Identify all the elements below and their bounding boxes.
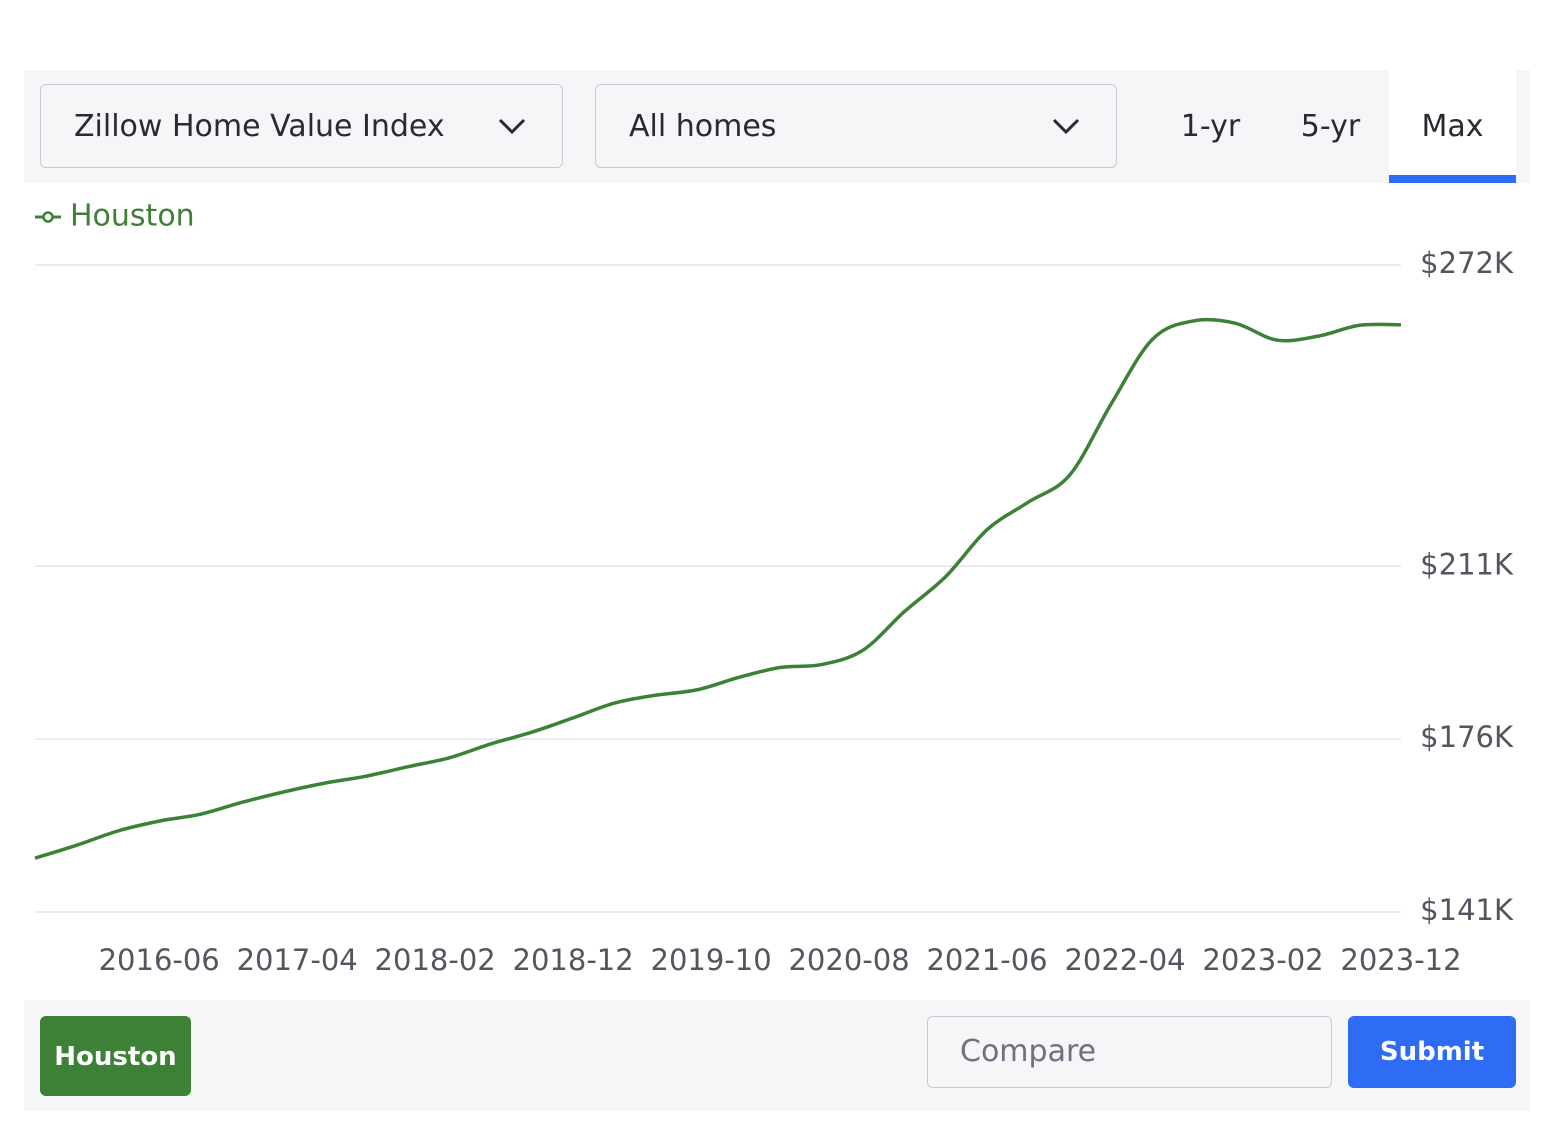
x-tick-label: 2020-08 <box>788 943 909 977</box>
x-tick-label: 2023-12 <box>1340 943 1461 977</box>
x-tick-label: 2016-06 <box>99 943 220 977</box>
chevron <box>1052 118 1080 135</box>
submit-button[interactable]: Submit <box>1348 1016 1516 1088</box>
y-tick-label: $211K <box>1420 547 1514 581</box>
x-tick-label: 2021-06 <box>926 943 1047 977</box>
x-tick-label: 2019-10 <box>651 943 772 977</box>
home-type-dropdown[interactable]: All homes <box>595 84 1117 168</box>
range-tab-active[interactable]: Max <box>1389 70 1516 183</box>
y-tick-label: $272K <box>1420 246 1514 280</box>
x-tick-label: 2023-02 <box>1202 943 1323 977</box>
dropdown-label: All homes <box>629 109 777 144</box>
chevron <box>498 118 526 135</box>
compare-input[interactable]: Compare <box>927 1016 1332 1088</box>
range-tab[interactable]: 1-yr <box>1180 109 1241 144</box>
metric-dropdown[interactable]: Zillow Home Value Index <box>40 84 563 168</box>
range-tab[interactable]: 5-yr <box>1300 109 1361 144</box>
series-line <box>34 317 1402 860</box>
x-tick-label: 2017-04 <box>237 943 358 977</box>
y-tick-label: $176K <box>1420 720 1514 754</box>
x-tick-label: 2018-12 <box>513 943 634 977</box>
location-chip[interactable]: Houston <box>40 1016 191 1096</box>
legend-label: Houston <box>70 199 195 234</box>
y-tick-label: $141K <box>1420 893 1514 927</box>
x-tick-label: 2018-02 <box>375 943 496 977</box>
x-tick-label: 2022-04 <box>1064 943 1185 977</box>
dropdown-label: Zillow Home Value Index <box>74 109 445 144</box>
chart: $141K $176K $211K $272K 2016-06 2017-04 2018-0… <box>34 199 1514 977</box>
legend-icon-dot <box>42 211 54 223</box>
